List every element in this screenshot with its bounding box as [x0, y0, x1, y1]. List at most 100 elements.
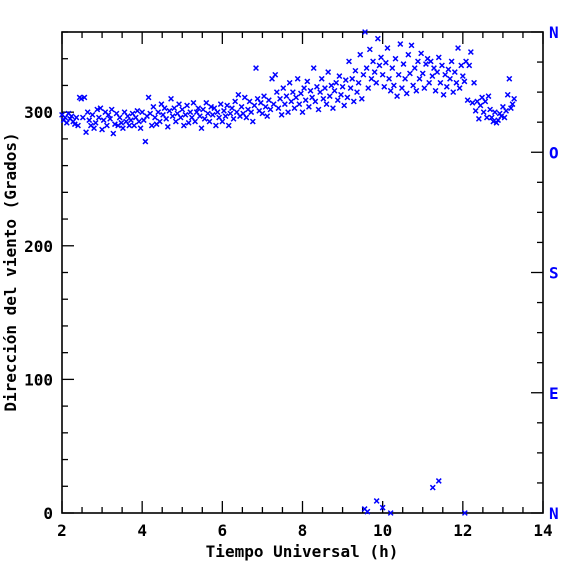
data-point — [453, 79, 460, 86]
data-point — [277, 95, 283, 102]
data-point — [137, 125, 144, 132]
data-point — [280, 85, 287, 92]
data-point — [196, 113, 203, 120]
data-point — [134, 107, 141, 114]
data-point — [248, 109, 255, 116]
y-tick-labels: 0 100 200 300 — [24, 103, 53, 523]
data-point — [362, 29, 368, 35]
data-point — [464, 97, 471, 104]
data-point — [95, 114, 102, 121]
data-point — [439, 62, 445, 69]
data-point — [312, 98, 319, 105]
data-point — [317, 89, 324, 96]
data-point — [169, 113, 176, 120]
data-point — [111, 121, 118, 128]
data-point — [423, 61, 429, 67]
data-point — [323, 101, 330, 108]
data-point — [270, 101, 277, 108]
data-point — [379, 504, 386, 511]
data-point — [171, 105, 178, 112]
data-point — [313, 83, 320, 90]
data-point — [246, 98, 253, 105]
data-point — [164, 123, 171, 130]
data-point — [498, 113, 505, 120]
data-point — [493, 119, 500, 126]
x-tick-label: 8 — [298, 521, 308, 540]
data-point — [322, 85, 328, 92]
data-point — [336, 73, 343, 80]
data-point — [249, 118, 256, 125]
data-point — [142, 138, 149, 145]
data-point — [105, 111, 112, 118]
data-point — [326, 93, 333, 100]
data-point — [445, 66, 452, 73]
data-point — [496, 110, 503, 117]
compass-label: S — [549, 264, 559, 283]
x-tick-label: 14 — [533, 521, 552, 540]
data-point — [349, 75, 356, 82]
data-point — [419, 70, 426, 77]
data-point — [224, 102, 231, 109]
data-point — [86, 117, 93, 124]
data-point — [344, 94, 351, 101]
data-point — [390, 82, 397, 89]
data-point — [253, 65, 259, 72]
data-point — [435, 54, 442, 61]
data-point — [261, 93, 267, 100]
data-point — [283, 93, 290, 100]
data-point — [350, 98, 357, 105]
data-point — [97, 105, 104, 112]
data-point — [68, 113, 75, 120]
data-point — [288, 98, 295, 105]
data-point — [119, 125, 126, 132]
data-point — [238, 103, 245, 110]
data-point — [168, 95, 174, 102]
data-points — [59, 29, 518, 516]
data-point — [195, 105, 202, 112]
data-point — [392, 55, 399, 62]
data-point — [83, 129, 89, 136]
data-point — [203, 99, 210, 106]
compass-label: N — [549, 23, 559, 42]
data-point — [357, 51, 364, 58]
data-point — [328, 82, 335, 89]
data-point — [229, 105, 235, 112]
data-point — [206, 118, 213, 125]
data-point — [278, 111, 285, 118]
data-point — [408, 42, 415, 49]
data-point — [366, 46, 373, 53]
y-tick-label: 200 — [24, 237, 53, 256]
data-point — [180, 122, 187, 129]
data-point — [352, 67, 359, 74]
data-point — [232, 98, 239, 105]
data-point — [418, 50, 425, 57]
data-point — [503, 107, 510, 114]
data-point — [225, 122, 232, 129]
data-point — [450, 89, 457, 96]
data-point — [504, 91, 511, 98]
data-point — [305, 103, 312, 110]
data-point — [341, 102, 348, 109]
data-point — [307, 87, 314, 94]
compass-label: E — [549, 384, 559, 403]
data-point — [482, 98, 489, 105]
data-point — [432, 87, 439, 94]
data-point — [78, 95, 85, 102]
data-point — [458, 62, 465, 69]
data-point — [275, 105, 282, 112]
data-point — [330, 105, 336, 112]
data-point — [184, 102, 190, 109]
data-point — [469, 99, 476, 106]
x-tick-label: 10 — [373, 521, 392, 540]
data-point — [487, 106, 494, 113]
data-point — [100, 117, 107, 124]
data-point — [384, 45, 391, 51]
data-point — [293, 94, 300, 101]
data-point — [126, 122, 133, 129]
data-point — [204, 110, 211, 117]
y-axis-label: Dirección del viento (Grados) — [1, 132, 20, 411]
data-point — [185, 119, 192, 126]
data-point — [315, 106, 322, 113]
data-point — [148, 122, 155, 129]
